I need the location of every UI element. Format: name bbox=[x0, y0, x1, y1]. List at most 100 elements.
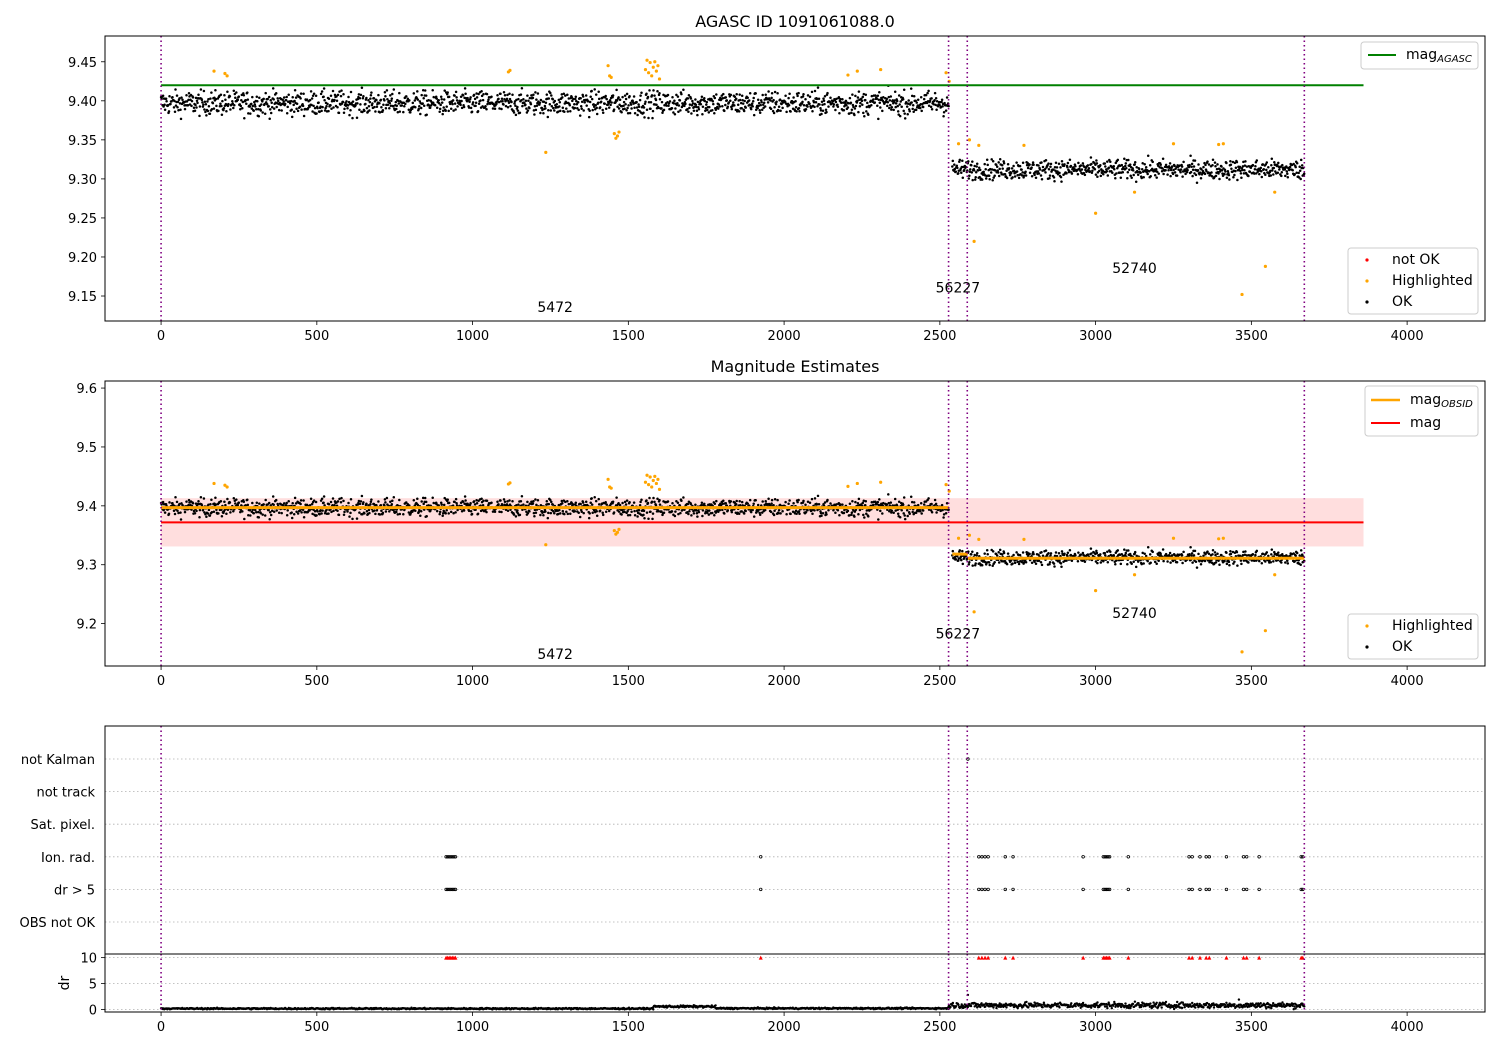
ok-point bbox=[236, 503, 240, 507]
ok-point bbox=[779, 512, 782, 515]
ok-point bbox=[747, 99, 751, 102]
ok-point bbox=[749, 510, 753, 514]
ok-point bbox=[819, 106, 822, 110]
ok-point bbox=[190, 104, 193, 108]
ok-point bbox=[1299, 158, 1303, 162]
ok-point bbox=[456, 105, 459, 108]
ok-point bbox=[808, 102, 811, 106]
ok-point bbox=[254, 508, 257, 512]
ok-point bbox=[1052, 562, 1056, 565]
ok-point bbox=[1206, 550, 1209, 553]
ok-point bbox=[346, 107, 349, 110]
ok-point bbox=[778, 98, 782, 101]
ok-point bbox=[615, 88, 618, 92]
ok-point bbox=[721, 502, 725, 506]
y-tick-label: 9.20 bbox=[68, 251, 97, 266]
highlighted-point bbox=[617, 130, 621, 134]
ok-point bbox=[473, 97, 477, 101]
ok-point bbox=[794, 100, 797, 103]
ok-point bbox=[626, 112, 630, 115]
highlighted-point bbox=[657, 77, 662, 81]
ok-point bbox=[586, 100, 590, 103]
ok-point bbox=[920, 512, 923, 515]
ok-point bbox=[978, 168, 982, 172]
ok-point bbox=[1168, 551, 1172, 555]
ok-point bbox=[369, 500, 373, 503]
ok-point bbox=[794, 509, 798, 513]
ok-point bbox=[815, 97, 819, 101]
ok-point bbox=[225, 110, 228, 113]
ok-point bbox=[1136, 560, 1140, 563]
ok-point bbox=[435, 97, 438, 100]
ok-point bbox=[772, 111, 776, 115]
ok-point bbox=[1229, 163, 1233, 166]
ok-point bbox=[887, 501, 891, 505]
ok-point bbox=[346, 510, 349, 513]
ok-point bbox=[721, 508, 724, 512]
ok-point bbox=[597, 503, 601, 506]
y-tick-label: 9.40 bbox=[68, 95, 97, 110]
ok-point bbox=[320, 512, 323, 515]
ok-point bbox=[479, 99, 482, 102]
ok-point bbox=[373, 105, 376, 109]
ok-point bbox=[174, 496, 177, 499]
ok-point bbox=[1294, 554, 1297, 558]
ok-point bbox=[323, 98, 326, 102]
ok-point bbox=[544, 107, 547, 110]
ok-point bbox=[262, 97, 265, 101]
ok-point bbox=[290, 115, 294, 119]
ok-point bbox=[398, 91, 401, 95]
ok-point bbox=[320, 497, 324, 501]
ok-point bbox=[329, 104, 332, 107]
highlighted-point bbox=[654, 69, 658, 73]
ok-point bbox=[850, 513, 853, 517]
ok-point bbox=[648, 496, 651, 500]
legend-point-status-2: Highlighted OK bbox=[1347, 613, 1479, 660]
ok-point bbox=[1292, 162, 1295, 166]
y-tick-label: 9.35 bbox=[68, 134, 97, 149]
ok-point bbox=[850, 108, 854, 111]
x-tick-label: 0 bbox=[157, 674, 165, 689]
ok-point bbox=[1021, 161, 1025, 164]
ok-point bbox=[516, 109, 520, 112]
ok-point bbox=[360, 86, 364, 90]
ok-point bbox=[763, 98, 766, 101]
ok-point bbox=[392, 105, 395, 108]
ok-point bbox=[384, 107, 388, 110]
ok-point bbox=[795, 110, 798, 113]
ok-point bbox=[461, 94, 465, 97]
x-tick-label: 2500 bbox=[923, 674, 956, 689]
ok-point bbox=[779, 109, 782, 113]
ok-point bbox=[194, 96, 198, 100]
ok-point bbox=[347, 100, 351, 104]
ok-point bbox=[887, 95, 891, 99]
ok-point bbox=[555, 103, 559, 106]
ok-point bbox=[785, 512, 788, 516]
ok-point bbox=[243, 116, 246, 120]
ok-point bbox=[658, 91, 661, 95]
ok-point bbox=[440, 503, 443, 506]
highlighted-point bbox=[212, 69, 216, 73]
ok-point bbox=[983, 552, 986, 555]
ok-point bbox=[961, 549, 964, 553]
ok-point bbox=[1179, 168, 1183, 171]
ok-point bbox=[525, 111, 529, 114]
ok-point bbox=[421, 496, 425, 500]
ok-point bbox=[1285, 165, 1288, 168]
ok-point bbox=[617, 96, 620, 99]
ok-point bbox=[682, 496, 685, 499]
ok-point bbox=[1224, 170, 1227, 173]
ok-point bbox=[774, 103, 778, 106]
y-tick-label: 9.30 bbox=[68, 173, 97, 188]
ok-point bbox=[397, 99, 400, 103]
ok-point bbox=[929, 105, 933, 109]
ok-point bbox=[1223, 173, 1226, 176]
ok-point bbox=[560, 499, 564, 503]
ok-point bbox=[391, 499, 394, 502]
ok-point bbox=[940, 503, 944, 507]
ok-point bbox=[666, 93, 670, 97]
ok-point bbox=[242, 500, 246, 503]
ok-point bbox=[207, 503, 210, 506]
ok-point bbox=[435, 509, 439, 513]
ok-point bbox=[448, 102, 452, 106]
